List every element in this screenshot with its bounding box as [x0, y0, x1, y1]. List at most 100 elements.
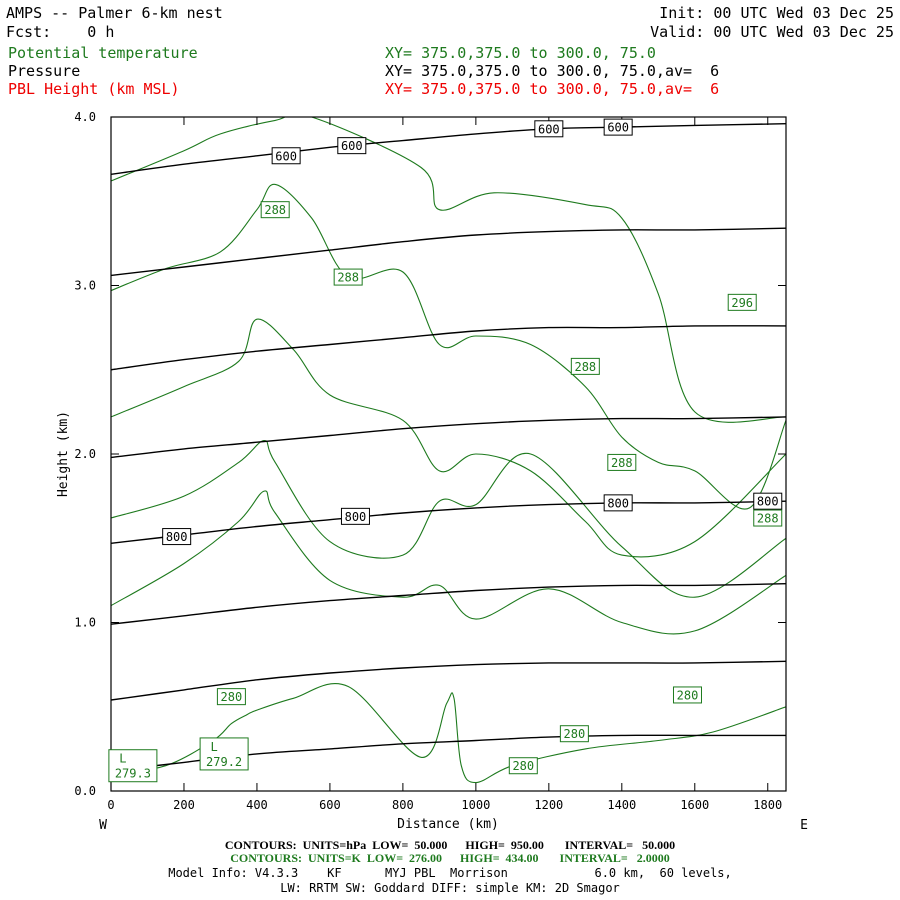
theta-label-text: 280: [564, 727, 586, 741]
theta-contour-288: [111, 183, 786, 510]
y-tick-label: 3.0: [74, 279, 96, 293]
theta-label-text: 280: [512, 759, 534, 773]
theta-label: 288: [260, 201, 290, 219]
theta-label: 288: [570, 357, 600, 375]
theta-label-text: 296: [731, 296, 753, 310]
theta-label: 280: [508, 757, 538, 775]
y-tick-label: 2.0: [74, 447, 96, 461]
theta-label-text: 288: [757, 512, 779, 526]
pressure-label-text: 800: [166, 530, 188, 544]
theta-label-box: [607, 453, 637, 471]
footer-theta-contours: CONTOURS: UNITS=K LOW= 276.00 HIGH= 434.…: [230, 851, 670, 865]
theta-label-box: [260, 201, 290, 219]
pressure-label-box: [340, 507, 370, 525]
theta-label: 280: [559, 725, 589, 743]
y-axis-label: Height (km): [56, 411, 71, 497]
theta-label-box: [508, 757, 538, 775]
pressure-contour-600: [111, 123, 786, 175]
pressure-contour-800: [111, 500, 786, 544]
east-label: E: [800, 818, 808, 833]
pressure-label-box: [271, 147, 301, 165]
low-symbol: L: [210, 740, 217, 754]
pressure-contour-900: [111, 660, 786, 701]
footer-pressure-contours: CONTOURS: UNITS=hPa LOW= 50.000 HIGH= 95…: [224, 838, 676, 852]
pressure-label-text: 800: [757, 495, 779, 509]
legend-pbl-xy: XY= 375.0,375.0 to 300.0, 75.0,av= 6: [385, 80, 720, 98]
pressure-label-box: [162, 528, 192, 546]
legend-pressure-xy: XY= 375.0,375.0 to 300.0, 75.0,av= 6: [385, 62, 720, 80]
pressure-label-text: 800: [345, 510, 367, 524]
valid-time: Valid: 00 UTC Wed 03 Dec 25: [650, 23, 894, 41]
theta-contour-290: [111, 117, 786, 423]
theta-label-box: [727, 293, 757, 311]
cross-section-chart: 0 200 400 600 800 1000 1200 1400 1600 1800 0.0 1.0 2…: [56, 110, 808, 833]
x-tick-label: 1000: [461, 798, 490, 812]
pressure-contour-650: [111, 227, 786, 277]
pressure-label-box: [603, 118, 633, 136]
y-tick-label: 0.0: [74, 784, 96, 798]
theta-label-box: [570, 357, 600, 375]
x-tick-label: 1800: [753, 798, 782, 812]
theta-label-box: [753, 509, 783, 527]
pressure-label: 600: [603, 118, 633, 136]
legend-pressure-name: Pressure: [8, 62, 81, 80]
x-tick-label: 800: [392, 798, 414, 812]
x-tick-label: 0: [107, 798, 114, 812]
theta-label: 288: [333, 268, 363, 286]
pressure-contour-700: [111, 325, 786, 371]
theta-label-box: [672, 686, 702, 704]
theta-contour-282: [111, 490, 786, 635]
theta-label-text: 280: [677, 688, 699, 702]
x-tick-label: 1600: [680, 798, 709, 812]
x-tick-label: 200: [173, 798, 195, 812]
x-tick-label: 600: [319, 798, 341, 812]
theta-label-box: [216, 688, 246, 706]
west-label: W: [99, 818, 107, 833]
low-box: [199, 737, 249, 771]
chart-title: AMPS -- Palmer 6-km nest: [6, 4, 223, 22]
pressure-label-text: 800: [607, 496, 629, 510]
theta-label: 280: [672, 686, 702, 704]
theta-label-text: 280: [221, 690, 243, 704]
pressure-label: 800: [753, 492, 783, 510]
x-tick-label: 400: [246, 798, 268, 812]
forecast-hour: Fcst: 0 h: [6, 23, 115, 41]
theta-label-text: 288: [574, 360, 596, 374]
low-value: 279.3: [115, 767, 151, 781]
legend-pbl-name: PBL Height (km MSL): [8, 80, 180, 98]
theta-contour-286: [111, 318, 786, 558]
pressure-label-box: [534, 120, 564, 138]
pressure-label: 600: [337, 137, 367, 155]
x-tick-label: 1400: [607, 798, 636, 812]
theta-label-text: 288: [264, 203, 286, 217]
theta-label: 288: [607, 453, 637, 471]
low-box: [108, 749, 158, 783]
pressure-label-text: 600: [275, 149, 297, 163]
y-tick-label: 4.0: [74, 110, 96, 124]
theta-contour-284: [111, 439, 786, 598]
pressure-contour-850: [111, 583, 786, 625]
theta-label-text: 288: [337, 271, 359, 285]
low-value: 279.2: [206, 755, 242, 769]
init-time: Init: 00 UTC Wed 03 Dec 25: [659, 4, 894, 22]
theta-contour-280: [111, 683, 786, 784]
pressure-label-text: 600: [538, 122, 560, 136]
x-tick-label: 1200: [534, 798, 563, 812]
theta-label-box: [559, 725, 589, 743]
theta-label: 288: [753, 509, 783, 527]
pressure-label-box: [603, 494, 633, 512]
y-tick-label: 1.0: [74, 616, 96, 630]
pressure-label: 600: [534, 120, 564, 138]
footer-model-info: Model Info: V4.3.3 KF MYJ PBL Morrison 6…: [168, 866, 732, 880]
pressure-label: 800: [340, 507, 370, 525]
footer-physics: LW: RRTM SW: Goddard DIFF: simple KM: 2D…: [280, 881, 620, 895]
low-symbol: L: [119, 752, 126, 766]
pressure-label-box: [337, 137, 367, 155]
pressure-contour-750: [111, 416, 786, 459]
theta-label: 296: [727, 293, 757, 311]
pressure-label-text: 600: [341, 139, 363, 153]
pressure-label: 800: [162, 528, 192, 546]
x-axis-label: Distance (km): [397, 817, 499, 832]
pressure-label: 600: [271, 147, 301, 165]
